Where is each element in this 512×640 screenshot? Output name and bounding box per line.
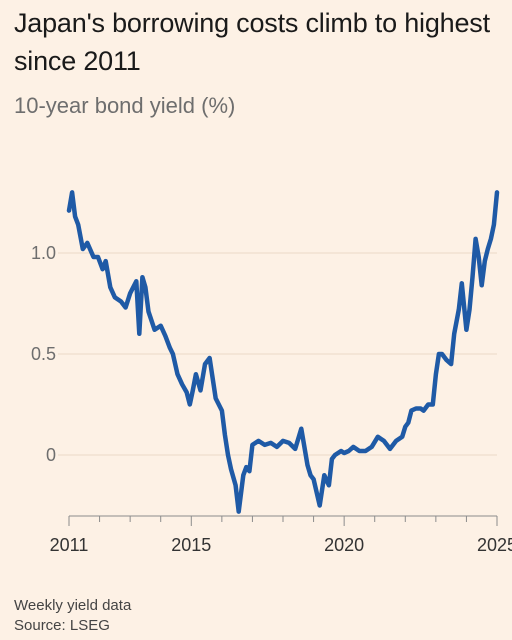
- y-tick-label: 0: [46, 445, 56, 465]
- chart-footer: Weekly yield data Source: LSEG: [14, 596, 131, 636]
- y-tick-label: 1.0: [31, 243, 56, 263]
- chart-svg: 0 0.5 1.0 2011 2015 2020 2025: [31, 190, 512, 555]
- footer-source: Source: LSEG: [14, 617, 110, 634]
- x-axis: [68, 515, 498, 526]
- grid-layer: [58, 252, 497, 456]
- x-tick-label: 2011: [50, 535, 89, 555]
- yield-series-line: [66, 190, 500, 514]
- chart-title: Japan's borrowing costs climb to highest…: [14, 8, 490, 76]
- x-tick-label: 2020: [324, 535, 364, 555]
- y-tick-label: 0.5: [31, 344, 56, 364]
- x-tick-label: 2015: [171, 535, 211, 555]
- x-tick-label: 2025: [477, 535, 512, 555]
- footer-note: Weekly yield data: [14, 597, 132, 614]
- line-layer: [66, 190, 500, 514]
- chart-subtitle: 10-year bond yield (%): [14, 93, 236, 118]
- tick-labels: 0 0.5 1.0 2011 2015 2020 2025: [31, 243, 512, 555]
